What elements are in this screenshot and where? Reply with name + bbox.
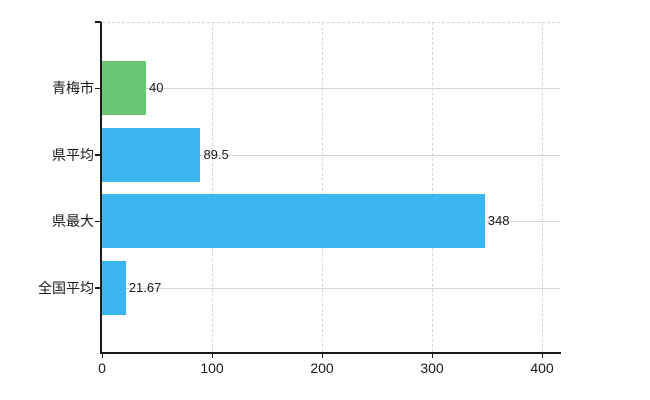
category-label: 青梅市 bbox=[52, 80, 94, 96]
x-axis-tick bbox=[541, 352, 543, 358]
bar-県平均 bbox=[102, 127, 201, 182]
x-tick-label: 0 bbox=[98, 360, 106, 376]
x-axis-tick bbox=[101, 352, 103, 358]
y-axis-tick bbox=[95, 287, 101, 289]
x-axis-tick bbox=[321, 352, 323, 358]
bar-value-label: 21.67 bbox=[128, 279, 162, 295]
x-tick-label: 400 bbox=[530, 360, 554, 376]
bar-value-label: 40 bbox=[149, 80, 164, 95]
x-axis-tick bbox=[211, 352, 213, 358]
category-label: 県最大 bbox=[52, 213, 94, 229]
bar-全国平均 bbox=[102, 260, 126, 315]
y-axis-line bbox=[100, 22, 102, 353]
v-gridline bbox=[322, 22, 323, 352]
v-gridline bbox=[432, 22, 433, 352]
y-axis-top-tick bbox=[95, 21, 101, 23]
bar-県最大 bbox=[102, 194, 485, 248]
x-tick-label: 300 bbox=[420, 360, 444, 376]
x-tick-label: 200 bbox=[310, 360, 334, 376]
plot-top-gridline bbox=[102, 22, 560, 23]
v-gridline bbox=[542, 22, 543, 352]
h-gridline bbox=[102, 287, 560, 289]
category-label: 県平均 bbox=[52, 146, 94, 163]
x-tick-label: 100 bbox=[200, 360, 224, 376]
bar-value-label: 89.5 bbox=[203, 146, 229, 162]
bar-青梅市 bbox=[102, 61, 146, 115]
x-axis-tick bbox=[431, 352, 433, 358]
bar-value-label: 348 bbox=[487, 213, 510, 228]
y-axis-tick bbox=[95, 87, 101, 89]
y-axis-tick bbox=[95, 154, 101, 156]
category-label: 全国平均 bbox=[38, 279, 94, 296]
x-axis-line bbox=[100, 352, 561, 354]
h-gridline bbox=[102, 154, 560, 156]
v-gridline bbox=[212, 22, 213, 352]
y-axis-tick bbox=[95, 220, 101, 222]
h-gridline bbox=[102, 88, 560, 89]
